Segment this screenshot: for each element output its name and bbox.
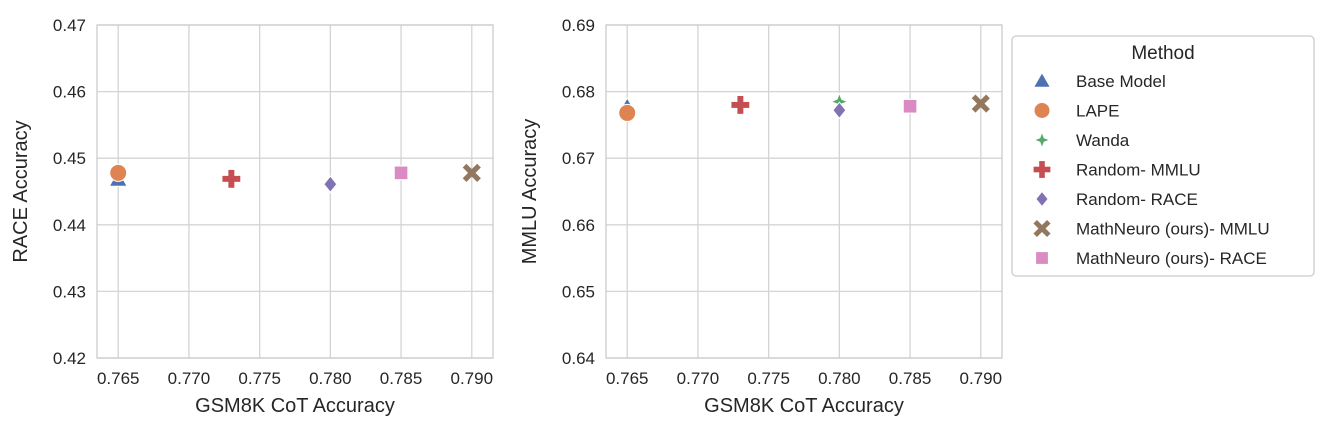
y-axis-label: MMLU Accuracy	[519, 119, 541, 265]
y-tick-label: 0.68	[562, 83, 595, 102]
y-tick-label: 0.44	[53, 216, 86, 235]
x-axis-label: GSM8K CoT Accuracy	[195, 395, 395, 417]
legend-marker-random-race	[1035, 190, 1049, 208]
legend-label-mathneuro-ours-mmlu: MathNeuro (ours)- MMLU	[1076, 220, 1270, 239]
point-random-mmlu	[222, 169, 241, 188]
x-tick-label: 0.785	[380, 369, 423, 388]
legend: Method Base Model LAPE Wanda Random- MMLU Ran…	[1011, 35, 1315, 277]
point-lape	[109, 163, 128, 182]
y-tick-label: 0.46	[53, 83, 86, 102]
point-mathneuro-ours-race	[393, 165, 409, 181]
point-mathneuro-ours-mmlu	[971, 94, 990, 113]
x-tick-label: 0.765	[606, 369, 649, 388]
legend-label-lape: LAPE	[1076, 102, 1119, 121]
y-tick-label: 0.65	[562, 282, 595, 301]
y-tick-label: 0.43	[53, 282, 86, 301]
legend-marker-wanda	[1033, 131, 1051, 149]
race-accuracy-plot: 0.765 0.770 0.775 0.780 0.785 0.790 0.42 0.43 0.…	[10, 16, 494, 417]
x-tick-label: 0.785	[889, 369, 932, 388]
plot-frame	[605, 24, 1003, 359]
x-tick-label: 0.775	[747, 369, 790, 388]
x-tick-label: 0.765	[97, 369, 140, 388]
y-tick-label: 0.42	[53, 349, 86, 368]
point-random-race	[323, 175, 338, 194]
legend-marker-base-model	[1032, 71, 1052, 88]
x-axis-label: GSM8K CoT Accuracy	[704, 395, 904, 417]
x-tick-label: 0.780	[818, 369, 861, 388]
x-tick-label: 0.770	[168, 369, 211, 388]
y-tick-label: 0.45	[53, 149, 86, 168]
point-random-mmlu	[731, 95, 750, 114]
x-tick-label: 0.790	[960, 369, 1003, 388]
y-tick-label: 0.64	[562, 349, 595, 368]
y-tick-label: 0.47	[53, 16, 86, 35]
legend-marker-lape	[1033, 102, 1051, 119]
x-tick-label: 0.790	[451, 369, 494, 388]
legend-label-base-model: Base Model	[1076, 72, 1166, 91]
point-lape	[618, 103, 637, 122]
y-tick-label: 0.66	[562, 216, 595, 235]
y-tick-label: 0.69	[562, 16, 595, 35]
legend-marker-mathneuro-ours-mmlu	[1033, 219, 1051, 238]
legend-label-random-race: Random- RACE	[1076, 190, 1198, 209]
point-mathneuro-ours-race	[902, 98, 918, 114]
legend-label-wanda: Wanda	[1076, 131, 1130, 150]
x-tick-label: 0.780	[309, 369, 352, 388]
data-points	[617, 92, 990, 122]
gridlines	[97, 24, 493, 359]
point-random-race	[832, 101, 847, 120]
legend-title: Method	[1131, 43, 1194, 64]
point-mathneuro-ours-mmlu	[462, 163, 481, 182]
plot-frame	[96, 24, 494, 359]
legend-box	[1011, 35, 1315, 277]
data-points	[108, 163, 481, 195]
x-tick-label: 0.775	[238, 369, 281, 388]
x-tick-label: 0.770	[677, 369, 720, 388]
y-axis-label: RACE Accuracy	[10, 120, 32, 262]
legend-marker-mathneuro-ours-race	[1035, 251, 1049, 265]
mmlu-accuracy-plot: 0.765 0.770 0.775 0.780 0.785 0.790 0.64 0.65 0.…	[519, 16, 1003, 417]
gridlines	[606, 24, 1002, 359]
legend-label-random-mmlu: Random- MMLU	[1076, 161, 1201, 180]
legend-label-mathneuro-ours-race: MathNeuro (ours)- RACE	[1076, 249, 1267, 268]
y-tick-label: 0.67	[562, 149, 595, 168]
legend-marker-random-mmlu	[1033, 161, 1051, 178]
